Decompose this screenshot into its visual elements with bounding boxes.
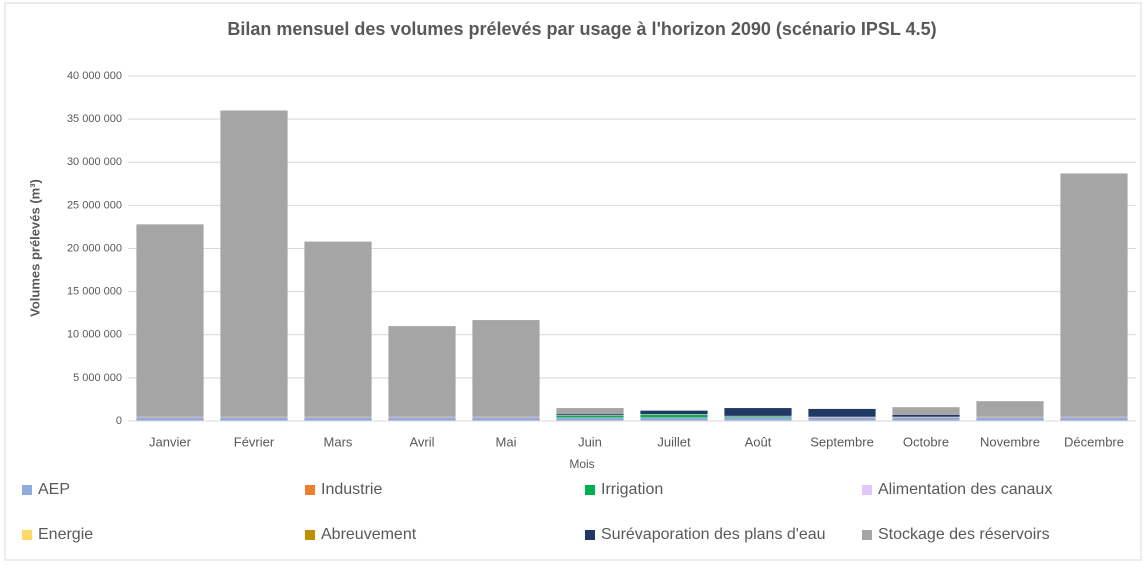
x-tick-label: Janvier [149, 434, 192, 449]
bar-segment [976, 418, 1043, 421]
bar-segment [1060, 173, 1127, 416]
bar-segment [388, 418, 455, 421]
y-tick-label: 20 000 000 [67, 242, 122, 254]
bar-segment [304, 242, 371, 417]
legend-swatch [585, 485, 595, 495]
x-tick-label: Septembre [810, 434, 874, 449]
y-axis-title: Volumes prélevés (m³) [27, 179, 42, 317]
bar-segment [724, 416, 791, 417]
bar-segment [388, 326, 455, 417]
x-tick-label: Juillet [657, 434, 691, 449]
bar-segment [1060, 418, 1127, 421]
legend-swatch [585, 530, 595, 540]
bar-segment [640, 418, 707, 421]
x-axis-title: Mois [569, 457, 594, 471]
bar-segment [220, 111, 287, 417]
legend-swatch [305, 485, 315, 495]
y-tick-label: 35 000 000 [67, 113, 122, 125]
x-tick-label: Juin [578, 434, 602, 449]
legend-label: Stockage des réservoirs [878, 526, 1050, 543]
legend-label: Abreuvement [321, 526, 417, 543]
legend-swatch [862, 485, 872, 495]
legend-label: Irrigation [601, 481, 663, 498]
y-tick-label: 10 000 000 [67, 329, 122, 341]
bar-segment [472, 418, 539, 421]
legend-swatch [862, 530, 872, 540]
bar-segment [724, 418, 791, 421]
bar-segment [724, 408, 791, 416]
bar-segment [136, 224, 203, 416]
bar-segment [892, 407, 959, 415]
x-tick-label: Décembre [1064, 434, 1124, 449]
bar-segment [976, 401, 1043, 417]
bar-segment [220, 418, 287, 421]
bar-segment [892, 418, 959, 421]
bar-segment [136, 418, 203, 421]
x-tick-label: Avril [409, 434, 434, 449]
legend-swatch [22, 530, 32, 540]
bar-segment [808, 418, 875, 421]
x-tick-label: Mai [496, 434, 517, 449]
chart-title: Bilan mensuel des volumes prélevés par u… [227, 19, 936, 39]
y-tick-label: 15 000 000 [67, 286, 122, 298]
x-tick-label: Août [745, 434, 772, 449]
y-tick-label: 5 000 000 [73, 372, 122, 384]
bar-segment [304, 418, 371, 421]
bar-segment [556, 414, 623, 415]
y-tick-label: 0 [116, 415, 122, 427]
bar-segment [472, 320, 539, 417]
bar-segment [556, 408, 623, 414]
bar-segment [640, 415, 707, 418]
bar-segment [556, 416, 623, 418]
legend-label: Surévaporation des plans d'eau [601, 526, 826, 543]
legend-swatch [22, 485, 32, 495]
x-tick-label: Novembre [980, 434, 1040, 449]
x-tick-label: Mars [324, 434, 353, 449]
bar-segment [556, 418, 623, 421]
legend-swatch [305, 530, 315, 540]
bar-segment [892, 415, 959, 417]
y-tick-label: 40 000 000 [67, 70, 122, 82]
bar-segment [640, 411, 707, 414]
x-tick-label: Février [234, 434, 275, 449]
legend-label: Alimentation des canaux [878, 481, 1052, 498]
y-tick-label: 30 000 000 [67, 156, 122, 168]
x-tick-label: Octobre [903, 434, 949, 449]
y-tick-label: 25 000 000 [67, 199, 122, 211]
bar-segment [808, 409, 875, 417]
legend-label: Industrie [321, 481, 382, 498]
legend-label: AEP [38, 481, 70, 498]
legend-label: Energie [38, 526, 93, 543]
